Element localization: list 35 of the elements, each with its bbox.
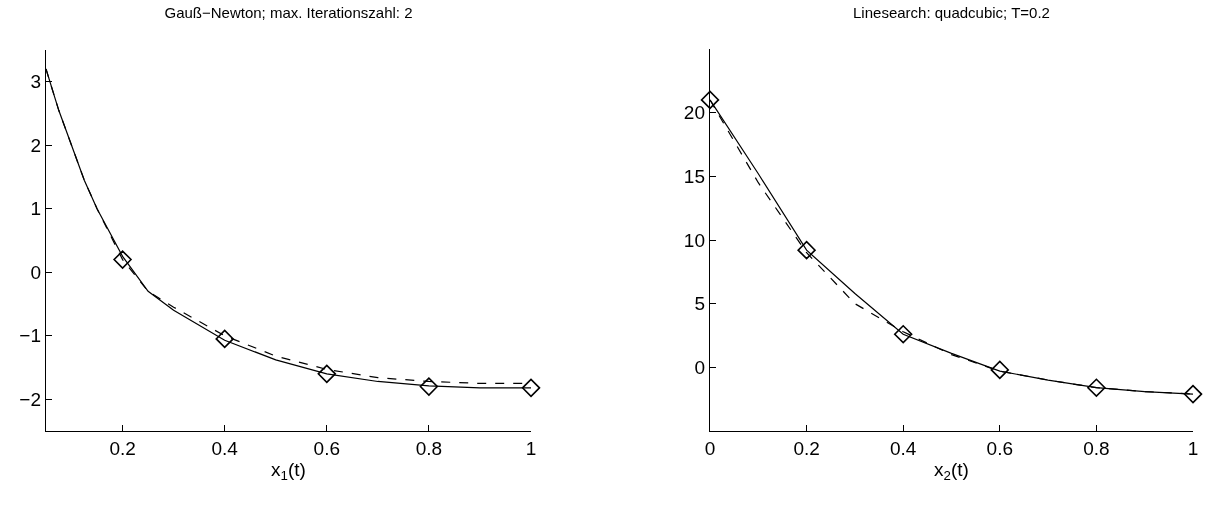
- x-axis-title: x$_{2}$(t): [934, 458, 969, 483]
- point: [1183, 384, 1203, 404]
- point: [419, 377, 439, 396]
- x-tick-label: 1: [525, 438, 537, 459]
- x-tick-label: 0.4: [211, 438, 239, 459]
- point: [893, 324, 913, 344]
- point: [113, 250, 132, 269]
- x-tick-label: 1: [1187, 438, 1199, 459]
- point: [215, 329, 234, 349]
- point: [1087, 378, 1106, 397]
- point: [521, 378, 541, 398]
- y-tick-label: −1: [19, 325, 41, 347]
- point: [317, 364, 337, 384]
- y-tick-label: 5: [694, 293, 705, 315]
- point: [990, 360, 1010, 380]
- y-tick-label: 0: [694, 356, 705, 378]
- y-tick-label: −2: [19, 388, 41, 410]
- x-axis-title: x$_{1}$(t): [271, 458, 306, 483]
- y-tick-label: 3: [30, 71, 41, 93]
- x-tick-label: 0.2: [793, 438, 820, 459]
- y-tick-label: 15: [683, 165, 705, 187]
- y-tick-label: 2: [30, 134, 41, 156]
- x-tick-label: 0.6: [313, 438, 340, 459]
- x-tick-label: 0.2: [109, 438, 136, 459]
- x-tick-label: 0.4: [889, 438, 917, 459]
- x-tick-label: 0.8: [415, 438, 443, 459]
- point: [797, 240, 816, 260]
- y-tick-label: 0: [30, 261, 41, 283]
- x-tick-label: 0.8: [1083, 438, 1110, 459]
- y-tick-label: 20: [683, 102, 705, 124]
- x-tick-label: 0.6: [986, 438, 1014, 459]
- chart-title: Gauß−Newton; max. Iterationszahl: 2: [164, 4, 413, 22]
- y-tick-label: 1: [30, 198, 41, 220]
- chart-title: Linesearch: quadcubic; T=0.2: [853, 4, 1050, 22]
- y-tick-label: 10: [683, 229, 705, 251]
